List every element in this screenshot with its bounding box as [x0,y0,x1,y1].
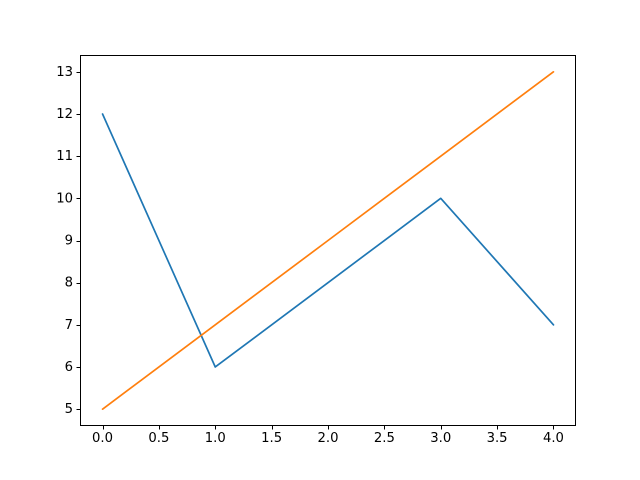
y-tick-label: 9 [65,234,73,249]
y-tick-label: 10 [56,191,73,206]
x-tick-label: 0.0 [92,431,113,446]
data-series-group [101,71,555,410]
x-tick-label: 3.5 [487,431,508,446]
axes-frame-spines [80,55,576,426]
series-line-2 [101,71,555,410]
y-tick-label: 7 [65,318,73,333]
x-axis-tick-labels: 0.0 0.5 1.0 1.5 2.0 2.5 3.0 3.5 4.0 [92,431,564,446]
y-tick-label: 13 [56,65,73,80]
y-tick-label: 8 [65,276,73,291]
x-tick-label: 4.0 [543,431,564,446]
y-axis-tick-labels: 5 6 7 8 9 10 11 12 13 [56,65,73,417]
x-tick-label: 0.5 [148,431,169,446]
series-line-1 [101,113,555,368]
y-tick-label: 12 [56,107,73,122]
x-tick-label: 1.0 [205,431,226,446]
x-tick-label: 1.5 [261,431,282,446]
y-tick-label: 5 [65,402,73,417]
x-tick-label: 2.0 [318,431,339,446]
y-tick-label: 6 [65,360,73,375]
y-tick-label: 11 [56,149,73,164]
y-axis-tick-marks [76,72,80,410]
x-tick-label: 2.5 [374,431,395,446]
x-axis-tick-marks [103,426,554,430]
x-tick-label: 3.0 [430,431,451,446]
